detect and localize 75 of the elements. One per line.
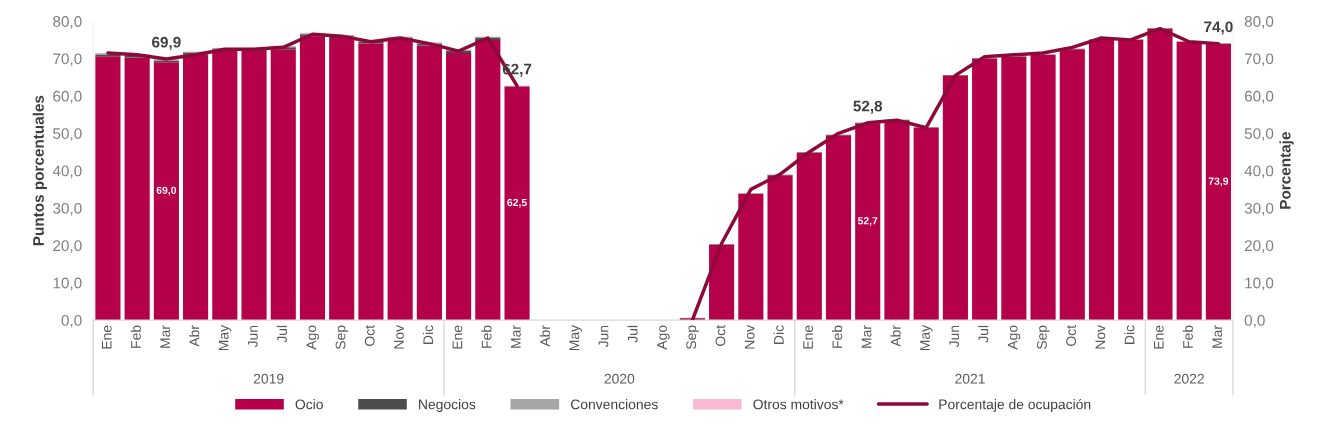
x-tick-label: May	[920, 325, 933, 351]
data-label: 73,9	[1208, 177, 1229, 187]
x-tick-label: Oct	[364, 325, 375, 346]
text: 2020	[604, 373, 635, 384]
x-tick-label: Sep	[1036, 325, 1050, 350]
data-label: 52,8	[853, 100, 883, 114]
x-tick-label: Ago	[657, 325, 670, 350]
x-tick-label: Nov	[1095, 325, 1106, 349]
x-tick-label: Ene	[452, 325, 463, 349]
x-tick-label: Ago	[306, 325, 319, 350]
x-tick-label: Dic	[1124, 325, 1135, 344]
x-tick-label: Feb	[1182, 325, 1193, 348]
y2-axis-title: Porcentaje	[1279, 132, 1294, 209]
x-tick-label: Mar	[1212, 325, 1223, 348]
y2-tick-label: 20,0	[1244, 240, 1274, 253]
y-tick-label: 60,0	[53, 90, 82, 104]
x-tick-label: Dic	[773, 325, 784, 344]
text: 2019	[253, 373, 284, 384]
legend-label: Convenciones	[570, 399, 658, 410]
x-tick-label: Oct	[1066, 325, 1077, 346]
y2-tick-label: 50,0	[1244, 128, 1274, 141]
data-label: 52,7	[857, 217, 878, 226]
x-tick-label: Feb	[130, 325, 141, 348]
x-tick-label: Jun	[248, 325, 258, 348]
x-tick-label: Sep	[335, 325, 349, 350]
x-tick-label: May	[218, 325, 232, 351]
y2-tick-label: 70,0	[1244, 53, 1274, 67]
x-tick-label: Dic	[422, 325, 434, 344]
x-tick-label: Ene	[803, 325, 814, 349]
y-tick-label: 70,0	[53, 53, 82, 67]
legend-label: Otros motivos*	[753, 399, 844, 410]
x-tick-label: Oct	[715, 325, 726, 346]
y2-tick-label: 10,0	[1245, 277, 1274, 291]
data-label: 69,0	[156, 186, 177, 196]
y2-tick-label: 60,0	[1244, 90, 1274, 104]
x-tick-label: Feb	[481, 325, 492, 348]
x-tick-label: May	[569, 325, 582, 351]
x-tick-label: Nov	[744, 325, 755, 349]
legend-label: Ocio	[295, 399, 323, 410]
data-label: 69,9	[152, 36, 181, 50]
y-tick-label: 0,0	[61, 314, 82, 328]
y-tick-label: 20,0	[53, 240, 82, 253]
x-tick-label: Abr	[890, 325, 901, 347]
y-tick-label: 40,0	[52, 165, 82, 179]
text: 2021	[955, 373, 985, 384]
legend-label: Negocios	[419, 399, 476, 413]
y-tick-label: 50,0	[53, 128, 82, 141]
y2-tick-label: 30,0	[1244, 202, 1274, 216]
y-tick-label: 10,0	[53, 277, 82, 291]
y-tick-label: 30,0	[53, 202, 82, 216]
y2-tick-label: 0,0	[1244, 314, 1265, 328]
x-tick-label: Ene	[1154, 325, 1164, 349]
data-label: 74,0	[1204, 21, 1233, 35]
text: 2022	[1174, 373, 1204, 384]
y2-tick-label: 80,0	[1244, 16, 1274, 29]
x-tick-label: Jun	[949, 325, 960, 348]
legend-label: Porcentaje de ocupación	[939, 398, 1091, 413]
x-tick-label: Abr	[189, 325, 200, 347]
x-tick-label: Jun	[598, 325, 609, 348]
x-tick-label: Abr	[539, 325, 550, 347]
x-tick-label: Ene	[101, 325, 112, 349]
x-tick-label: Sep	[686, 325, 699, 350]
x-tick-label: Jul	[276, 325, 287, 343]
x-tick-label: Ago	[1007, 325, 1021, 350]
x-tick-label: Jul	[978, 325, 989, 343]
y-axis-title: Puntos porcentuales	[32, 95, 47, 246]
y-tick-label: 80,0	[53, 16, 82, 29]
x-tick-label: Nov	[394, 325, 404, 349]
x-tick-label: Jul	[627, 325, 638, 343]
x-tick-label: Feb	[832, 325, 843, 348]
data-label: 62,5	[507, 198, 527, 208]
y2-tick-label: 40,0	[1244, 165, 1274, 179]
x-tick-label: Mar	[511, 325, 521, 348]
x-tick-label: Mar	[160, 325, 171, 348]
x-tick-label: Mar	[861, 325, 872, 348]
